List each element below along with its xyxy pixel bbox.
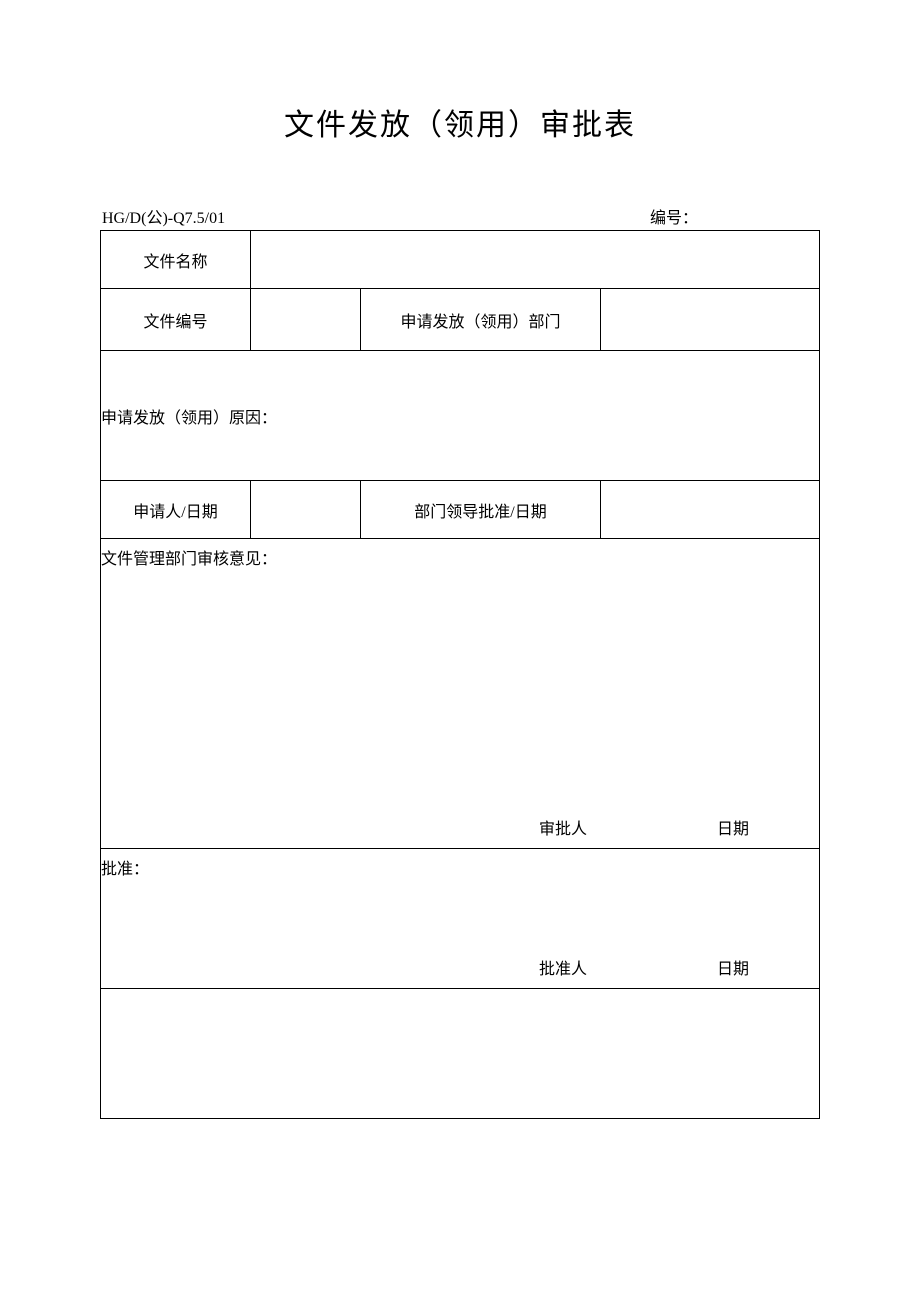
value-file-name	[251, 231, 820, 289]
serial-label: 编号：	[650, 204, 698, 228]
label-review-date: 日期	[717, 815, 749, 839]
value-file-number	[251, 289, 361, 351]
row-file-name: 文件名称	[101, 231, 820, 289]
cell-review-opinion: 文件管理部门审核意见： 审批人 日期	[101, 539, 820, 849]
approval-signature-line: 批准人 日期	[101, 955, 819, 983]
label-applicant-date: 申请人/日期	[101, 481, 251, 539]
row-file-number: 文件编号 申请发放（领用）部门	[101, 289, 820, 351]
review-signature-line: 审批人 日期	[101, 815, 819, 843]
value-dept-approve-date	[601, 481, 820, 539]
label-approver: 批准人	[539, 955, 587, 979]
label-file-name: 文件名称	[101, 231, 251, 289]
label-review-opinion: 文件管理部门审核意见：	[101, 545, 819, 569]
approval-form-table: 文件名称 文件编号 申请发放（领用）部门 申请发放（领用）原因： 申请人/日期 …	[100, 230, 820, 1119]
cell-apply-reason: 申请发放（领用）原因：	[101, 351, 820, 481]
row-apply-reason: 申请发放（领用）原因：	[101, 351, 820, 481]
label-reviewer: 审批人	[539, 815, 587, 839]
cell-approval: 批准： 批准人 日期	[101, 849, 820, 989]
label-apply-dept: 申请发放（领用）部门	[361, 289, 601, 351]
value-applicant-date	[251, 481, 361, 539]
label-dept-approve-date: 部门领导批准/日期	[361, 481, 601, 539]
label-approval: 批准：	[101, 855, 819, 879]
label-approval-date: 日期	[717, 955, 749, 979]
cell-blank	[101, 989, 820, 1119]
label-apply-reason: 申请发放（领用）原因：	[101, 410, 277, 427]
value-apply-dept	[601, 289, 820, 351]
row-approval: 批准： 批准人 日期	[101, 849, 820, 989]
row-blank	[101, 989, 820, 1119]
page-title: 文件发放（领用）审批表	[100, 100, 820, 144]
row-applicant: 申请人/日期 部门领导批准/日期	[101, 481, 820, 539]
form-code: HG/D(公)-Q7.5/01	[102, 204, 225, 228]
header-row: HG/D(公)-Q7.5/01 编号：	[100, 204, 820, 228]
row-review-opinion: 文件管理部门审核意见： 审批人 日期	[101, 539, 820, 849]
label-file-number: 文件编号	[101, 289, 251, 351]
